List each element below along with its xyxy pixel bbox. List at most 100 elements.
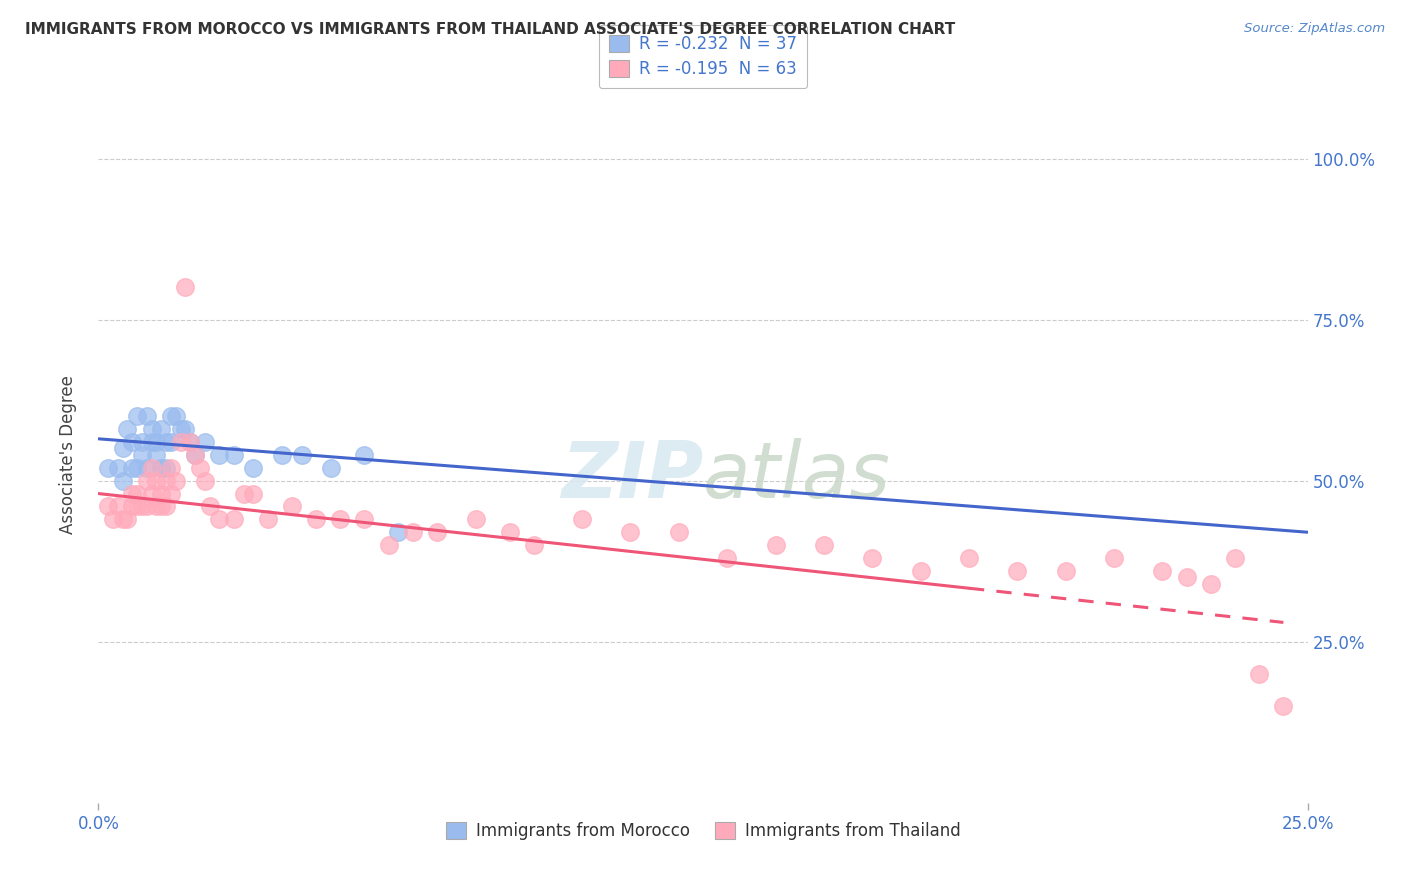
Point [135,460,157,475]
Point [198,500,221,514]
Point [174,422,197,436]
Point [160,409,183,424]
Point [155,474,177,488]
Point [131,500,153,514]
Point [121,460,143,475]
Point [319,460,342,475]
Point [131,435,153,450]
Point [523,538,546,552]
Point [97,500,120,514]
Text: ZIP: ZIP [561,438,703,514]
Point [222,448,245,462]
Point [1152,564,1174,578]
Point [353,448,375,462]
Point [165,474,187,488]
Point [135,409,157,424]
Point [155,460,177,475]
Point [1102,551,1125,566]
Point [179,435,201,450]
Point [97,460,120,475]
Point [150,460,173,475]
Point [121,435,143,450]
Point [135,474,157,488]
Point [290,448,312,462]
Point [179,435,201,450]
Point [117,512,139,526]
Point [1054,564,1077,578]
Point [127,409,149,424]
Point [127,500,149,514]
Point [160,486,183,500]
Point [910,564,932,578]
Legend: Immigrants from Morocco, Immigrants from Thailand: Immigrants from Morocco, Immigrants from… [439,815,967,847]
Point [305,512,328,526]
Point [111,442,134,456]
Point [141,422,163,436]
Point [387,525,409,540]
Point [271,448,294,462]
Point [208,512,231,526]
Text: Source: ZipAtlas.com: Source: ZipAtlas.com [1244,22,1385,36]
Point [150,500,173,514]
Point [668,525,690,540]
Point [281,500,304,514]
Point [619,525,641,540]
Point [1199,576,1222,591]
Point [571,512,593,526]
Point [184,448,207,462]
Text: IMMIGRANTS FROM MOROCCO VS IMMIGRANTS FROM THAILAND ASSOCIATE'S DEGREE CORRELATI: IMMIGRANTS FROM MOROCCO VS IMMIGRANTS FR… [25,22,956,37]
Point [232,486,254,500]
Point [498,525,520,540]
Point [145,500,167,514]
Point [145,435,167,450]
Point [957,551,980,566]
Point [426,525,449,540]
Point [141,460,163,475]
Point [107,460,129,475]
Point [1007,564,1029,578]
Point [111,512,134,526]
Point [169,435,191,450]
Point [101,512,124,526]
Point [131,448,153,462]
Point [402,525,425,540]
Point [716,551,738,566]
Point [150,486,173,500]
Point [155,435,177,450]
Point [188,460,211,475]
Point [1223,551,1246,566]
Point [145,448,167,462]
Point [765,538,787,552]
Point [222,512,245,526]
Point [145,474,167,488]
Point [127,486,149,500]
Point [135,500,157,514]
Point [160,435,183,450]
Point [1272,699,1295,714]
Point [256,512,278,526]
Point [141,486,163,500]
Point [141,435,163,450]
Point [194,474,217,488]
Point [353,512,375,526]
Point [107,500,129,514]
Point [860,551,883,566]
Point [194,435,217,450]
Point [160,460,183,475]
Point [155,500,177,514]
Point [242,486,264,500]
Point [165,409,187,424]
Point [1249,667,1271,681]
Point [329,512,352,526]
Y-axis label: Associate's Degree: Associate's Degree [59,376,77,534]
Point [117,422,139,436]
Point [813,538,835,552]
Point [242,460,264,475]
Point [127,460,149,475]
Point [1175,570,1198,584]
Point [377,538,399,552]
Point [121,500,143,514]
Point [464,512,486,526]
Point [174,280,197,294]
Point [111,474,134,488]
